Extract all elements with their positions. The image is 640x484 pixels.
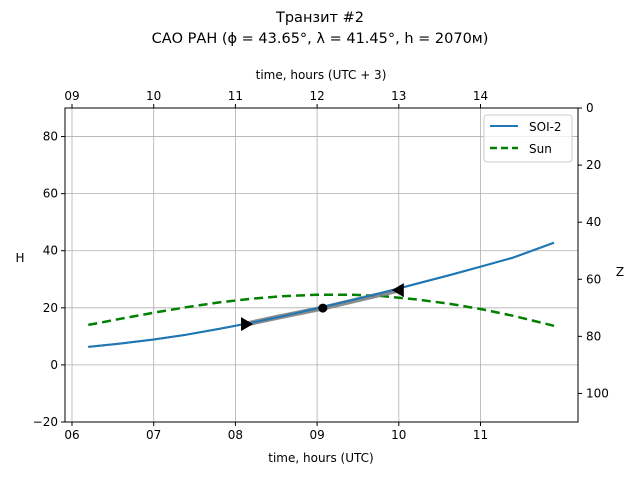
- y-right-tick-label: 60: [586, 272, 601, 286]
- y-tick-label: −20: [33, 415, 58, 429]
- transit-end-marker: [391, 283, 404, 298]
- x-top-tick-label: 13: [391, 89, 406, 103]
- x-tick-label: 06: [64, 428, 79, 442]
- x-top-tick-label: 10: [146, 89, 161, 103]
- legend: SOI-2 Sun: [483, 114, 573, 163]
- plot-frame: [64, 107, 579, 423]
- x-top-tick-label: 11: [228, 89, 243, 103]
- y-tick-label: 60: [43, 187, 58, 201]
- y-axis-label: H: [15, 251, 24, 265]
- x-top-tick-label: 09: [64, 89, 79, 103]
- x-top-tick-label: 14: [473, 89, 488, 103]
- y-right-tick-label: 100: [586, 386, 609, 400]
- y-tick-label: 0: [50, 358, 58, 372]
- transit-group: [88, 241, 555, 348]
- series-line-soi-2-overlay: [88, 241, 555, 348]
- ticks: 06 07 08 09 10 11 09 10 11 12 13 14 −20 0 20 40 60 80 0 20 4…: [33, 89, 609, 442]
- legend-label-sun: Sun: [529, 142, 552, 156]
- x-tick-label: 09: [309, 428, 324, 442]
- legend-label-soi-2: SOI-2: [529, 120, 562, 134]
- y-right-axis-label: Z: [616, 265, 624, 279]
- x-tick-label: 08: [228, 428, 243, 442]
- x-tick-label: 07: [146, 428, 161, 442]
- transit-start-marker: [241, 317, 254, 332]
- x-tick-label: 11: [473, 428, 488, 442]
- y-tick-label: 20: [43, 301, 58, 315]
- transit-mid-marker: [318, 303, 328, 313]
- chart-title: Транзит #2: [275, 10, 364, 26]
- series-group: [88, 241, 555, 348]
- y-tick-label: 80: [43, 130, 58, 144]
- series-line-soi-2: [88, 241, 555, 348]
- x-top-tick-label: 12: [309, 89, 324, 103]
- y-right-tick-label: 0: [586, 101, 594, 115]
- y-right-tick-label: 20: [586, 158, 601, 172]
- series-line-sun: [88, 293, 555, 328]
- x-top-axis-label: time, hours (UTC + 3): [256, 68, 387, 82]
- y-right-tick-label: 80: [586, 329, 601, 343]
- y-right-tick-label: 40: [586, 215, 601, 229]
- y-tick-label: 40: [43, 244, 58, 258]
- x-axis-label: time, hours (UTC): [268, 451, 373, 465]
- chart-subtitle: САО РАН (ϕ = 43.65°, λ = 41.45°, h = 207…: [152, 31, 489, 47]
- x-tick-label: 10: [391, 428, 406, 442]
